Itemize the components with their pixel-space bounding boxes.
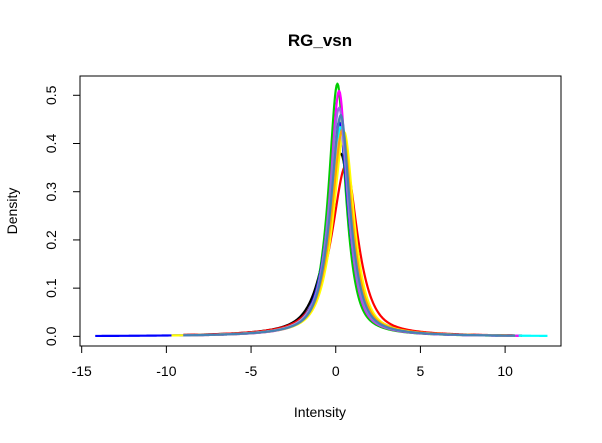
x-axis: -15 -10 -5 0 5 10: [72, 345, 513, 379]
plot-frame: [79, 75, 562, 347]
x-tick-label: -15: [72, 363, 92, 379]
density-curve-11: [183, 113, 516, 337]
density-curve-4: [94, 121, 519, 338]
y-axis: 0.0 0.1 0.2 0.3 0.4 0.5: [43, 85, 81, 346]
x-tick-label: -10: [156, 363, 176, 379]
y-tick-label: 0.2: [43, 230, 59, 250]
y-axis-label: Density: [4, 188, 20, 235]
y-tick-label: 0.3: [43, 182, 59, 202]
x-axis-label: Intensity: [294, 404, 346, 420]
y-tick-label: 0.4: [43, 134, 59, 154]
x-tick-label: 10: [497, 363, 513, 379]
density-curves: [94, 82, 548, 338]
x-tick-label: 0: [332, 363, 340, 379]
density-curve-10: [183, 106, 516, 337]
x-tick-label: 5: [417, 363, 425, 379]
y-tick-label: 0.0: [43, 326, 59, 346]
y-tick-label: 0.5: [43, 85, 59, 105]
y-tick-label: 0.1: [43, 278, 59, 298]
chart-title: RG_vsn: [288, 31, 352, 50]
x-tick-label: -5: [245, 363, 258, 379]
